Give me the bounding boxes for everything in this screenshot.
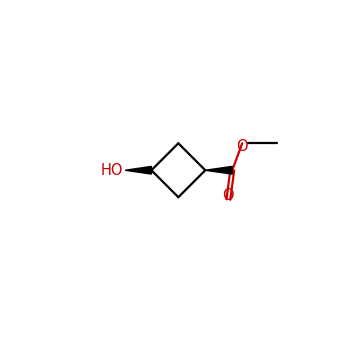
Text: O: O (222, 188, 234, 203)
Text: HO: HO (100, 163, 123, 178)
Polygon shape (205, 166, 232, 174)
Polygon shape (125, 166, 152, 174)
Text: O: O (237, 139, 248, 154)
